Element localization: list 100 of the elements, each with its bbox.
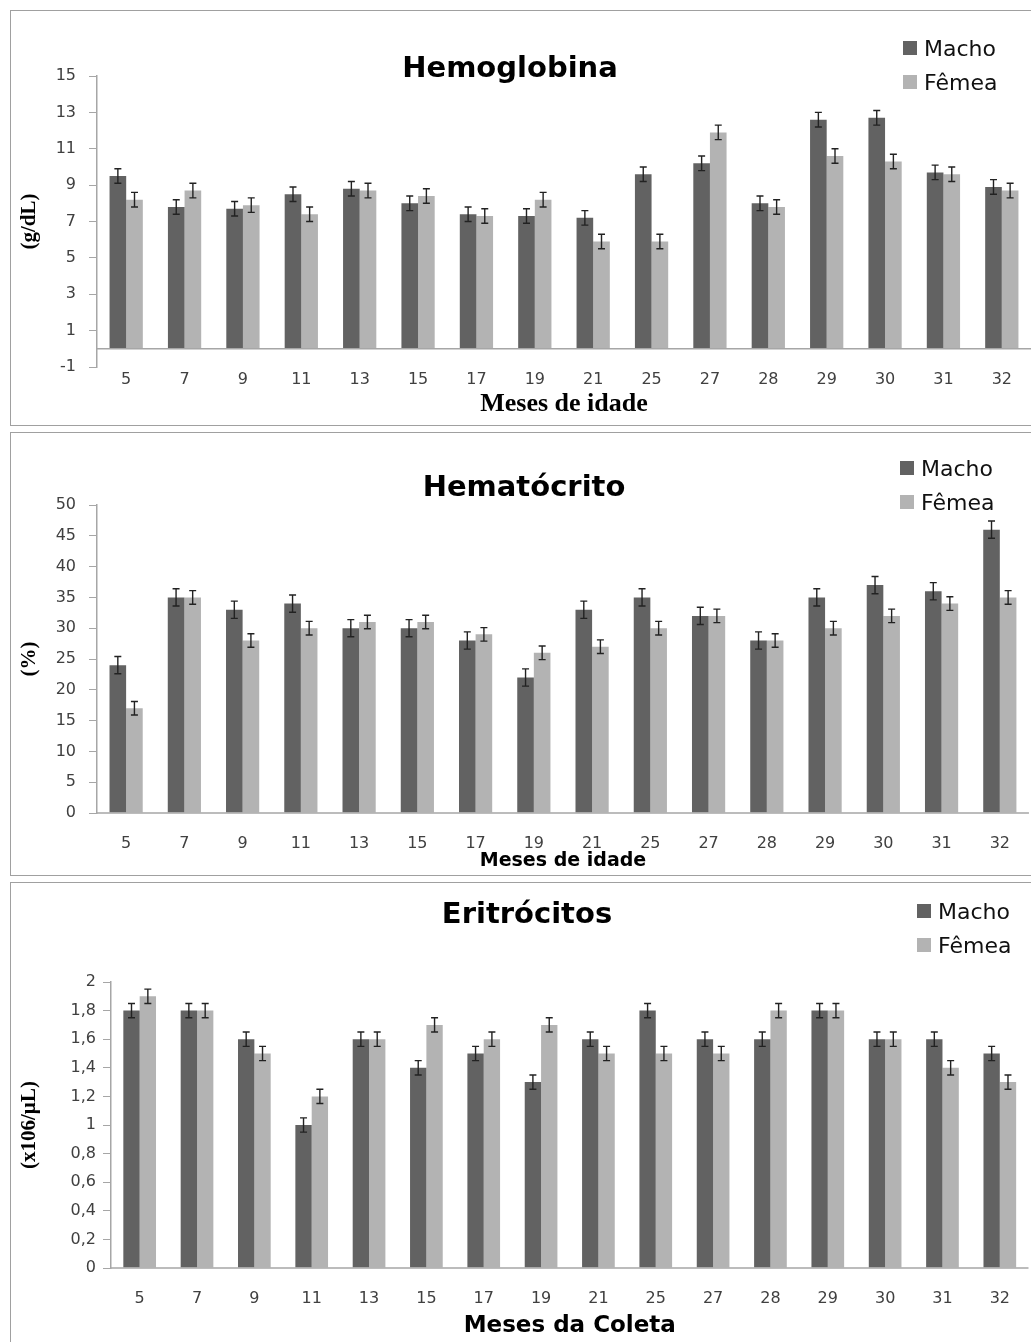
bar [459, 640, 476, 813]
y-tick-label: 7 [65, 210, 76, 230]
x-tick-label: 19 [524, 368, 545, 388]
bar [300, 628, 318, 813]
bar [180, 1010, 198, 1268]
x-tick-label: 19 [530, 1287, 552, 1307]
bar [754, 1039, 771, 1268]
bar [827, 1010, 845, 1268]
bar [359, 190, 377, 349]
bar [691, 615, 709, 813]
bar [534, 199, 552, 349]
bar [369, 1039, 386, 1268]
x-tick-label: 28 [756, 832, 778, 852]
y-tick-label: 1 [65, 319, 76, 339]
y-axis-title: (g/dL) [16, 193, 41, 250]
bar [999, 597, 1017, 813]
bar [693, 163, 710, 349]
bar [808, 597, 826, 813]
bar [476, 216, 494, 349]
bar [467, 1053, 484, 1268]
legend-label: Macho [921, 455, 993, 481]
bar [810, 119, 827, 349]
y-tick-label: 1,6 [70, 1028, 96, 1048]
bar [524, 1082, 542, 1268]
bar [593, 241, 610, 349]
bar [284, 194, 302, 349]
y-tick-label: 50 [55, 494, 76, 514]
x-tick-label: 5 [121, 832, 132, 852]
x-axis-title: Meses da Coleta [463, 1311, 676, 1338]
y-tick-label: 9 [65, 174, 76, 194]
bar [459, 214, 477, 349]
bar [575, 609, 593, 813]
y-tick-label: 3 [65, 283, 76, 303]
bar [139, 996, 157, 1268]
bar [924, 591, 942, 813]
x-tick-label: 30 [874, 368, 896, 388]
bar [883, 615, 900, 813]
y-tick-label: 0,2 [70, 1228, 96, 1248]
bar [295, 1125, 312, 1268]
x-tick-label: 32 [991, 368, 1012, 388]
chart-title: Hemoglobina [402, 49, 618, 84]
bar [342, 628, 360, 813]
x-tick-label: 27 [698, 832, 719, 852]
x-tick-label: 29 [816, 368, 837, 388]
bar [343, 188, 360, 349]
y-tick-label: 30 [55, 617, 76, 637]
bar [868, 1039, 886, 1268]
bar [713, 1053, 730, 1268]
x-tick-label: 15 [416, 1287, 437, 1307]
bar [766, 640, 784, 813]
x-tick-label: 15 [407, 368, 429, 388]
x-tick-label: 25 [641, 368, 662, 388]
y-axis-title: (x106/µL) [16, 1081, 41, 1169]
bar [592, 646, 609, 813]
x-tick-label: 15 [407, 832, 428, 852]
x-tick-label: 21 [588, 1287, 609, 1307]
bar [254, 1053, 271, 1268]
x-tick-label: 5 [134, 1287, 145, 1307]
x-tick-label: 9 [237, 832, 248, 852]
bar [768, 206, 785, 349]
bar [541, 1024, 558, 1268]
bar [401, 203, 419, 349]
bar [126, 708, 143, 813]
bar [634, 174, 652, 349]
bar [942, 1067, 959, 1268]
legend-label: Macho [938, 898, 1010, 924]
bar [400, 628, 418, 813]
bar [284, 603, 301, 813]
bar [885, 1039, 902, 1268]
x-tick-label: 29 [817, 1287, 838, 1307]
bar [999, 1082, 1017, 1268]
x-tick-label: 11 [291, 368, 312, 388]
bar [655, 1053, 673, 1268]
x-tick-label: 21 [583, 368, 604, 388]
legend-label: Fêmea [938, 932, 1012, 958]
x-axis-title: Meses de idade [480, 388, 648, 418]
y-tick-label: 11 [55, 137, 76, 157]
y-tick-label: 0 [65, 802, 76, 822]
bar [825, 628, 842, 813]
x-tick-label: 29 [814, 832, 836, 852]
bar [533, 652, 551, 813]
legend-label: Fêmea [924, 69, 998, 95]
x-tick-label: 17 [473, 1287, 494, 1307]
bar [238, 1039, 255, 1268]
bar [750, 640, 767, 813]
x-tick-label: 7 [179, 368, 190, 388]
bar [167, 206, 185, 349]
bar [983, 529, 1000, 813]
bar [418, 196, 435, 349]
y-tick-label: 1,8 [70, 999, 96, 1019]
bar [811, 1010, 828, 1268]
bar [226, 208, 243, 349]
x-tick-label: 28 [760, 1287, 781, 1307]
bar [109, 176, 127, 349]
x-tick-label: 31 [933, 368, 954, 388]
x-tick-label: 13 [348, 832, 370, 852]
y-tick-label: 0 [85, 1257, 96, 1277]
y-tick-label: 1,2 [70, 1085, 96, 1105]
bar [598, 1053, 615, 1268]
bar [352, 1039, 370, 1268]
